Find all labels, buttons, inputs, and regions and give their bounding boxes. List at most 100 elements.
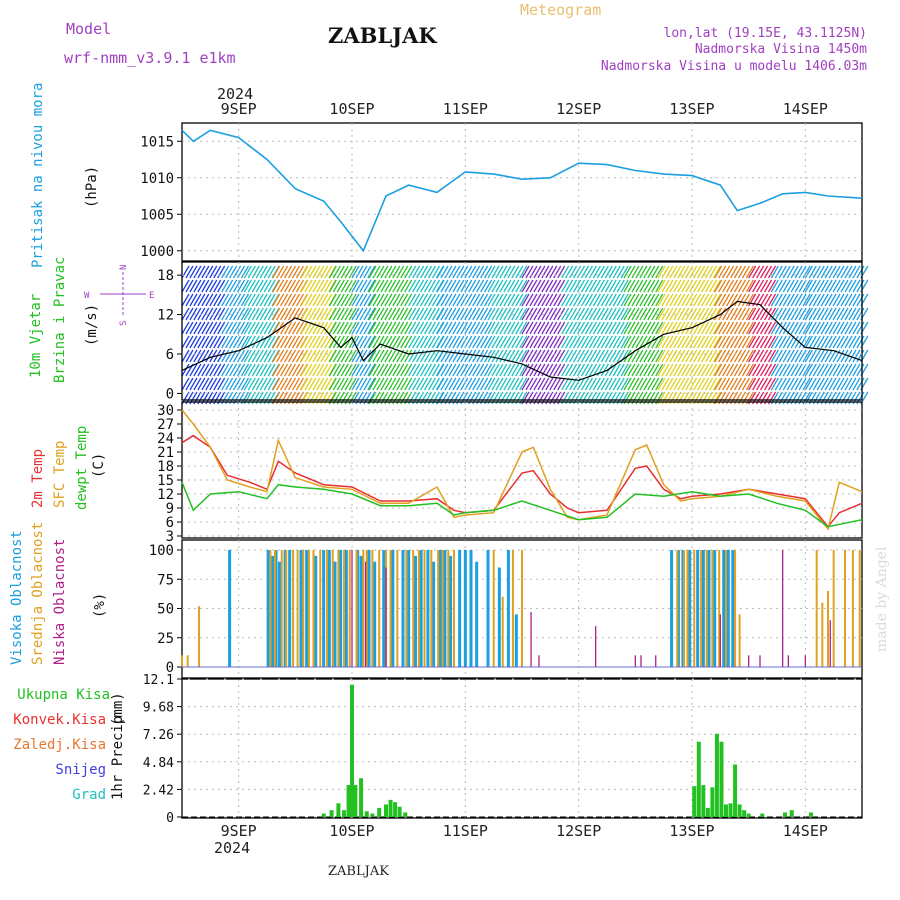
wind-arrow xyxy=(240,363,250,377)
wind-arrow xyxy=(308,279,317,293)
wind-arrow xyxy=(733,307,743,321)
wind-arrow xyxy=(351,307,360,321)
wind-arrow xyxy=(553,321,562,335)
wind-ytick-label: 6 xyxy=(166,347,174,363)
wind-arrow xyxy=(840,265,849,279)
wind-arrow xyxy=(557,335,566,349)
wind-arrow xyxy=(639,265,648,279)
wind-arrow xyxy=(468,265,477,279)
wind-arrow xyxy=(263,321,272,335)
wind-arrow xyxy=(804,335,813,349)
wind-arrow xyxy=(408,293,417,307)
wind-arrow xyxy=(328,307,337,321)
wind-arrow xyxy=(820,377,829,391)
wind-arrow xyxy=(701,377,710,391)
wind-arrow xyxy=(300,377,309,391)
wind-arrow xyxy=(484,293,493,307)
wind-arrow xyxy=(472,307,481,321)
wind-arrow xyxy=(491,293,500,307)
wind-arrow xyxy=(802,349,811,363)
wind-arrow xyxy=(737,265,747,279)
wind-arrow xyxy=(372,293,381,307)
wind-arrow xyxy=(316,307,325,321)
wind-arrow xyxy=(272,349,281,363)
wind-arrow xyxy=(657,265,666,279)
wind-arrow xyxy=(608,335,617,349)
wind-arrow xyxy=(201,363,210,377)
wind-arrow xyxy=(661,293,670,307)
precip-legend-label: Konvek.Kisa xyxy=(13,712,106,728)
wind-arrow xyxy=(709,307,718,321)
wind-arrow xyxy=(752,377,761,391)
wind-arrow xyxy=(525,321,534,335)
wind-arrow xyxy=(193,321,202,335)
wind-arrow xyxy=(718,265,727,279)
wind-arrow xyxy=(639,377,648,391)
top-year-label: 2024 xyxy=(217,85,253,103)
wind-arrow xyxy=(233,349,242,363)
wind-arrow xyxy=(790,363,799,377)
wind-arrow xyxy=(355,349,364,363)
precip-ytick-label: 12.1 xyxy=(143,673,174,688)
wind-arrow xyxy=(336,377,345,391)
wind-arrow xyxy=(217,307,226,321)
wind-arrow xyxy=(824,349,833,363)
wind-arrow xyxy=(541,307,550,321)
wind-arrow xyxy=(541,293,550,307)
wind-arrow xyxy=(623,279,632,293)
wind-arrow xyxy=(519,265,528,279)
wind-arrow xyxy=(812,307,821,321)
wind-arrow xyxy=(515,265,524,279)
wind-arrow xyxy=(685,377,694,391)
wind-arrow xyxy=(464,363,473,377)
wind-arrow xyxy=(584,265,594,279)
wind-arrow xyxy=(185,377,194,391)
wind-arrow xyxy=(627,307,636,321)
wind-arrow xyxy=(600,293,609,307)
wind-arrow xyxy=(416,321,425,335)
wind-arrow xyxy=(816,363,825,377)
wind-arrow xyxy=(767,293,777,307)
wind-arrow xyxy=(584,377,594,391)
wind-arrow xyxy=(802,293,811,307)
wind-arrow xyxy=(189,363,198,377)
wind-arrow xyxy=(392,335,401,349)
wind-arrow xyxy=(452,265,461,279)
wind-arrow xyxy=(320,293,329,307)
bottom-day-label: 11SEP xyxy=(443,822,488,840)
wind-arrow xyxy=(213,307,222,321)
wind-arrow xyxy=(416,363,425,377)
wind-arrow xyxy=(714,307,723,321)
wind-arrow xyxy=(515,293,524,307)
wind-arrow xyxy=(484,321,493,335)
wind-arrow xyxy=(185,279,194,293)
wind-arrow xyxy=(217,293,226,307)
wind-arrow xyxy=(348,377,357,391)
wind-arrow xyxy=(529,377,538,391)
wind-arrow xyxy=(612,335,621,349)
wind-arrow xyxy=(588,307,597,321)
wind-arrow xyxy=(456,363,465,377)
wind-arrow xyxy=(392,279,401,293)
wind-arrow xyxy=(701,307,710,321)
precip-bar xyxy=(388,799,393,817)
wind-arrow xyxy=(673,265,682,279)
wind-arrow xyxy=(573,265,582,279)
wind-arrow xyxy=(404,321,413,335)
wind-arrow xyxy=(828,321,837,335)
wind-arrow xyxy=(741,363,750,377)
wind-arrow xyxy=(344,307,353,321)
wind-arrow xyxy=(324,293,333,307)
wind-arrow xyxy=(677,321,686,335)
wind-arrow xyxy=(259,293,268,307)
wind-arrow xyxy=(460,349,469,363)
wind-arrow xyxy=(561,363,570,377)
wind-arrow xyxy=(733,363,743,377)
wind-arrow xyxy=(448,377,457,391)
wind-arrow xyxy=(627,265,636,279)
wind-arrow xyxy=(380,377,389,391)
wind-arrow xyxy=(631,279,640,293)
cloud-unit: (%) xyxy=(92,593,108,618)
wind-arrow xyxy=(561,265,570,279)
